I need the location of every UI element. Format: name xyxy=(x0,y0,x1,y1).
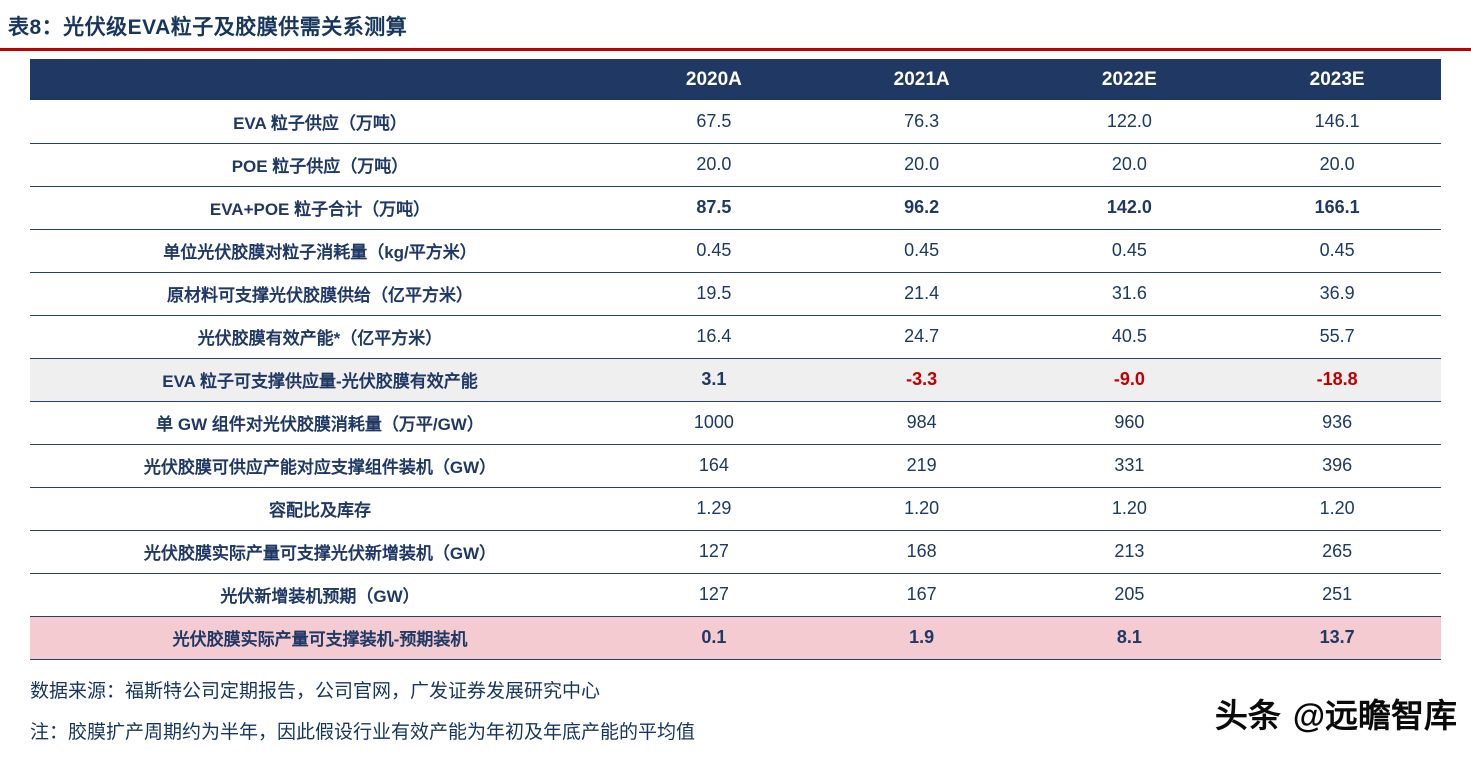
cell-value: 1.9 xyxy=(817,616,1026,660)
cell-value: 13.7 xyxy=(1233,616,1441,660)
cell-value: 3.1 xyxy=(610,358,818,402)
table-body: EVA 粒子供应（万吨） 67.5 76.3 122.0 146.1 POE 粒子供应（万… xyxy=(30,100,1441,660)
row-label: POE 粒子供应（万吨） xyxy=(30,143,610,187)
cell-value: 36.9 xyxy=(1233,272,1441,316)
cell-value: 331 xyxy=(1025,444,1234,488)
cell-value: 55.7 xyxy=(1233,315,1441,359)
watermark: 头条 @远瞻智库 xyxy=(1215,689,1457,737)
cell-value: -18.8 xyxy=(1233,358,1441,402)
header-cell-year: 2020A xyxy=(610,59,818,100)
data-source-text: 数据来源：福斯特公司定期报告，公司官网，广发证券发展研究中心 xyxy=(30,680,601,702)
cell-value: 396 xyxy=(1233,444,1441,488)
table-row: 单位光伏胶膜对粒子消耗量（kg/平方米） 0.45 0.45 0.45 0.45 xyxy=(30,229,1441,273)
cell-value: 16.4 xyxy=(610,315,818,359)
cell-value: 20.0 xyxy=(610,143,818,187)
cell-value: 166.1 xyxy=(1233,186,1441,230)
cell-value: 0.45 xyxy=(817,229,1026,273)
cell-value: 146.1 xyxy=(1233,100,1441,144)
cell-value: 960 xyxy=(1025,401,1234,445)
cell-value: 205 xyxy=(1025,573,1234,617)
cell-value: 219 xyxy=(817,444,1026,488)
cell-value: 76.3 xyxy=(817,100,1026,144)
row-label: 单 GW 组件对光伏胶膜消耗量（万平/GW） xyxy=(30,401,610,445)
cell-value: 31.6 xyxy=(1025,272,1234,316)
table-row: EVA 粒子供应（万吨） 67.5 76.3 122.0 146.1 xyxy=(30,100,1441,144)
cell-value: 127 xyxy=(610,573,818,617)
table-row: 光伏胶膜有效产能*（亿平方米） 16.4 24.7 40.5 55.7 xyxy=(30,315,1441,359)
cell-value: 20.0 xyxy=(817,143,1026,187)
table-row: 光伏新增装机预期（GW） 127 167 205 251 xyxy=(30,573,1441,617)
cell-value: 164 xyxy=(610,444,818,488)
cell-value: 936 xyxy=(1233,401,1441,445)
cell-value: 167 xyxy=(817,573,1026,617)
cell-value: 20.0 xyxy=(1025,143,1234,187)
cell-value: 1.29 xyxy=(610,487,818,531)
table-row: 光伏胶膜实际产量可支撑装机-预期装机 0.1 1.9 8.1 13.7 xyxy=(30,616,1441,660)
row-label: 光伏胶膜实际产量可支撑装机-预期装机 xyxy=(30,616,610,660)
cell-value: 142.0 xyxy=(1025,186,1234,230)
cell-value: -9.0 xyxy=(1025,358,1234,402)
page-title: 表8：光伏级EVA粒子及胶膜供需关系测算 xyxy=(8,16,408,39)
cell-value: 0.45 xyxy=(1233,229,1441,273)
row-label: 光伏胶膜可供应产能对应支撑组件装机（GW） xyxy=(30,444,610,488)
cell-value: 20.0 xyxy=(1233,143,1441,187)
cell-value: 0.45 xyxy=(610,229,818,273)
table-row: POE 粒子供应（万吨） 20.0 20.0 20.0 20.0 xyxy=(30,143,1441,187)
footnote-text: 注：胶膜扩产周期约为半年，因此假设行业有效产能为年初及年底产能的平均值 xyxy=(30,721,696,743)
header-cell-year: 2022E xyxy=(1025,59,1234,100)
header-cell-year: 2023E xyxy=(1233,59,1441,100)
cell-value: 1.20 xyxy=(1025,487,1234,531)
cell-value: 1.20 xyxy=(1233,487,1441,531)
table-row: 容配比及库存 1.29 1.20 1.20 1.20 xyxy=(30,487,1441,531)
row-label: 光伏胶膜实际产量可支撑光伏新增装机（GW） xyxy=(30,530,610,574)
cell-value: 67.5 xyxy=(610,100,818,144)
header-cell-empty xyxy=(30,59,610,100)
row-label: 单位光伏胶膜对粒子消耗量（kg/平方米） xyxy=(30,229,610,273)
watermark-handle: @远瞻智库 xyxy=(1292,697,1457,734)
cell-value: 87.5 xyxy=(610,186,818,230)
table-row: 光伏胶膜可供应产能对应支撑组件装机（GW） 164 219 331 396 xyxy=(30,444,1441,488)
cell-value: 251 xyxy=(1233,573,1441,617)
cell-value: 1000 xyxy=(610,401,818,445)
cell-value: 127 xyxy=(610,530,818,574)
row-label: 原材料可支撑光伏胶膜供给（亿平方米） xyxy=(30,272,610,316)
report-page: 表8：光伏级EVA粒子及胶膜供需关系测算 2020A 2021A 2022E 2023… xyxy=(0,16,1471,744)
cell-value: 265 xyxy=(1233,530,1441,574)
cell-value: 984 xyxy=(817,401,1026,445)
cell-value: 21.4 xyxy=(817,272,1026,316)
cell-value: 19.5 xyxy=(610,272,818,316)
row-label: EVA+POE 粒子合计（万吨） xyxy=(30,186,610,230)
cell-value: 122.0 xyxy=(1025,100,1234,144)
cell-value: 8.1 xyxy=(1025,616,1234,660)
cell-value: 40.5 xyxy=(1025,315,1234,359)
row-label: 光伏胶膜有效产能*（亿平方米） xyxy=(30,315,610,359)
row-label: 容配比及库存 xyxy=(30,487,610,531)
table-container: 2020A 2021A 2022E 2023E EVA 粒子供应（万吨） 67.5 76.… xyxy=(0,51,1471,660)
cell-value: 213 xyxy=(1025,530,1234,574)
table-footer: 数据来源：福斯特公司定期报告，公司官网，广发证券发展研究中心 注：胶膜扩产周期约… xyxy=(0,660,1471,744)
row-label: EVA 粒子供应（万吨） xyxy=(30,100,610,144)
cell-value: -3.3 xyxy=(817,358,1026,402)
table-row: 原材料可支撑光伏胶膜供给（亿平方米） 19.5 21.4 31.6 36.9 xyxy=(30,272,1441,316)
title-underline xyxy=(0,48,1471,51)
row-label: 光伏新增装机预期（GW） xyxy=(30,573,610,617)
table-row: 单 GW 组件对光伏胶膜消耗量（万平/GW） 1000 984 960 936 xyxy=(30,401,1441,445)
cell-value: 0.45 xyxy=(1025,229,1234,273)
toutiao-logo: 头条 xyxy=(1214,697,1281,734)
cell-value: 0.1 xyxy=(610,616,818,660)
supply-demand-table: 2020A 2021A 2022E 2023E EVA 粒子供应（万吨） 67.5 76.… xyxy=(30,59,1441,660)
cell-value: 168 xyxy=(817,530,1026,574)
cell-value: 24.7 xyxy=(817,315,1026,359)
cell-value: 1.20 xyxy=(817,487,1026,531)
table-row: EVA 粒子可支撑供应量-光伏胶膜有效产能 3.1 -3.3 -9.0 -18.8 xyxy=(30,358,1441,402)
table-row: EVA+POE 粒子合计（万吨） 87.5 96.2 142.0 166.1 xyxy=(30,186,1441,230)
table-header-row: 2020A 2021A 2022E 2023E xyxy=(30,59,1441,100)
header-cell-year: 2021A xyxy=(817,59,1026,100)
row-label: EVA 粒子可支撑供应量-光伏胶膜有效产能 xyxy=(30,358,610,402)
table-row: 光伏胶膜实际产量可支撑光伏新增装机（GW） 127 168 213 265 xyxy=(30,530,1441,574)
cell-value: 96.2 xyxy=(817,186,1026,230)
